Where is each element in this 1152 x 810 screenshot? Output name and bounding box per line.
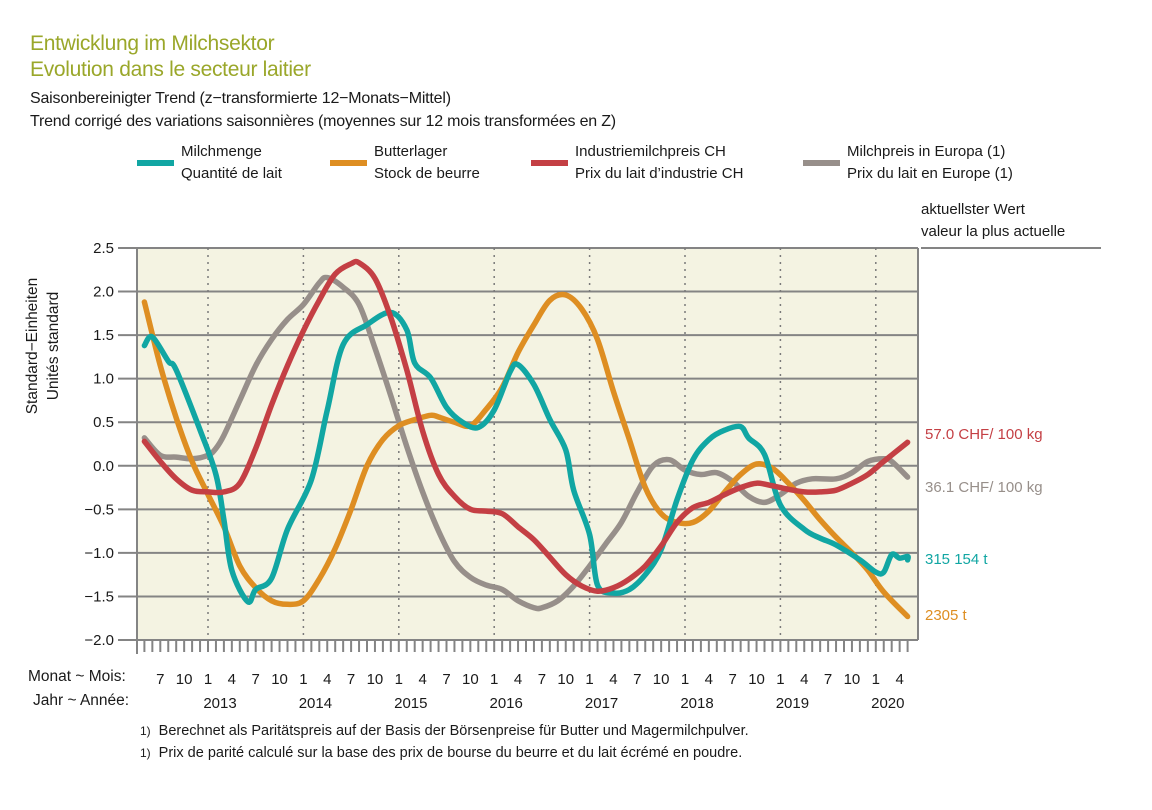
x-year-label: 2016 (490, 695, 523, 712)
y-tick-label: −1.0 (84, 545, 114, 562)
legend-label: Industriemilchpreis CH Prix du lait d’ind… (575, 143, 744, 182)
x-month-label: 1 (299, 671, 307, 688)
x-month-label: 10 (176, 671, 193, 688)
year-row-label: Jahr ~ Année: (33, 692, 130, 709)
x-month-label: 10 (367, 671, 384, 688)
x-year-label: 2018 (680, 695, 713, 712)
latest-value-industriemilchpreis: 57.0 CHF/ 100 kg (925, 426, 1043, 443)
y-tick-label: 2.5 (93, 240, 114, 257)
x-month-label: 7 (252, 671, 260, 688)
x-tick-marks (143, 640, 909, 652)
chart-subtitle-fr: Trend corrigé des variations saisonnière… (30, 113, 616, 130)
x-month-label: 4 (895, 671, 903, 688)
x-tick-labels: 7 10 1 4 7 10 1 4 7 10 1 4 7 10 1 4 7 10 1 4 7 10 1 4 7 10 1 4 7 10 1 4… (156, 671, 904, 712)
x-month-label: 7 (633, 671, 641, 688)
x-year-label: 2017 (585, 695, 618, 712)
x-month-label: 4 (800, 671, 808, 688)
x-month-label: 1 (681, 671, 689, 688)
x-month-label: 10 (271, 671, 288, 688)
legend-label: Butterlager Stock de beurre (374, 143, 480, 182)
y-tick-label: −1.5 (84, 588, 114, 605)
x-month-label: 7 (538, 671, 546, 688)
legend-swatch-icon (137, 160, 174, 166)
x-month-label: 10 (844, 671, 861, 688)
x-month-label: 7 (156, 671, 164, 688)
x-month-label: 4 (418, 671, 426, 688)
x-year-label: 2019 (776, 695, 809, 712)
month-row-label: Monat ~ Mois: (28, 668, 126, 685)
y-tick-label: −0.5 (84, 501, 114, 518)
x-month-label: 4 (228, 671, 236, 688)
series-line-butterlager (141, 291, 911, 620)
series-lines (141, 258, 911, 620)
legend-swatch-icon (330, 160, 367, 166)
x-month-label: 1 (204, 671, 212, 688)
x-month-label: 10 (462, 671, 479, 688)
latest-value-milchpreis-europa: 36.1 CHF/ 100 kg (925, 479, 1043, 496)
latest-value-milchmenge: 315 154 t (925, 551, 988, 568)
y-tick-label: 2.0 (93, 284, 114, 301)
x-month-label: 7 (442, 671, 450, 688)
footnote-de: 1) Berechnet als Paritätspreis auf der Ba… (140, 723, 749, 739)
y-tick-label: 0.0 (93, 458, 114, 475)
chart-title-fr: Evolution dans le secteur laitier (30, 58, 311, 81)
latest-value-butterlager: 2305 t (925, 607, 967, 624)
x-month-label: 4 (705, 671, 713, 688)
legend-swatch-icon (803, 160, 840, 166)
x-month-label: 10 (653, 671, 670, 688)
x-month-label: 1 (872, 671, 880, 688)
footnote-fr: 1) Prix de parité calculé sur la base des… (140, 745, 743, 761)
legend-label: Milchmenge Quantité de lait (181, 143, 282, 182)
x-month-label: 4 (323, 671, 331, 688)
x-year-label: 2014 (299, 695, 332, 712)
x-month-label: 1 (490, 671, 498, 688)
legend-swatch-icon (531, 160, 568, 166)
x-month-label: 4 (609, 671, 617, 688)
x-month-label: 1 (395, 671, 403, 688)
legend-label: Milchpreis in Europa (1) Prix du lait en … (847, 143, 1013, 182)
x-month-label: 1 (585, 671, 593, 688)
x-year-label: 2013 (203, 695, 236, 712)
plot-background (137, 248, 918, 640)
x-year-label: 2020 (871, 695, 904, 712)
series-line-milchmenge (141, 309, 911, 606)
x-month-label: 7 (347, 671, 355, 688)
axes (136, 247, 1101, 654)
y-tick-label: 0.5 (93, 414, 114, 431)
y-tick-label: −2.0 (84, 632, 114, 649)
x-month-label: 1 (776, 671, 784, 688)
x-month-label: 10 (557, 671, 574, 688)
x-month-label: 4 (514, 671, 522, 688)
x-month-label: 7 (824, 671, 832, 688)
x-year-label: 2015 (394, 695, 427, 712)
series-line-industriemilchpreis (141, 258, 911, 594)
latest-value-heading: aktuellster Wert valeur la plus actuelle (921, 201, 1066, 240)
chart-title-de: Entwicklung im Milchsektor (30, 32, 275, 55)
x-month-label: 10 (748, 671, 765, 688)
x-month-label: 7 (729, 671, 737, 688)
y-tick-label: 1.5 (93, 327, 114, 344)
y-tick-label: 1.0 (93, 371, 114, 388)
chart-subtitle-de: Saisonbereinigter Trend (z−transformiert… (30, 90, 451, 107)
y-tick-labels: 2.5 2.0 1.5 1.0 0.5 0.0 −0.5 −1.0 −1.5 −2.0 (84, 240, 114, 649)
